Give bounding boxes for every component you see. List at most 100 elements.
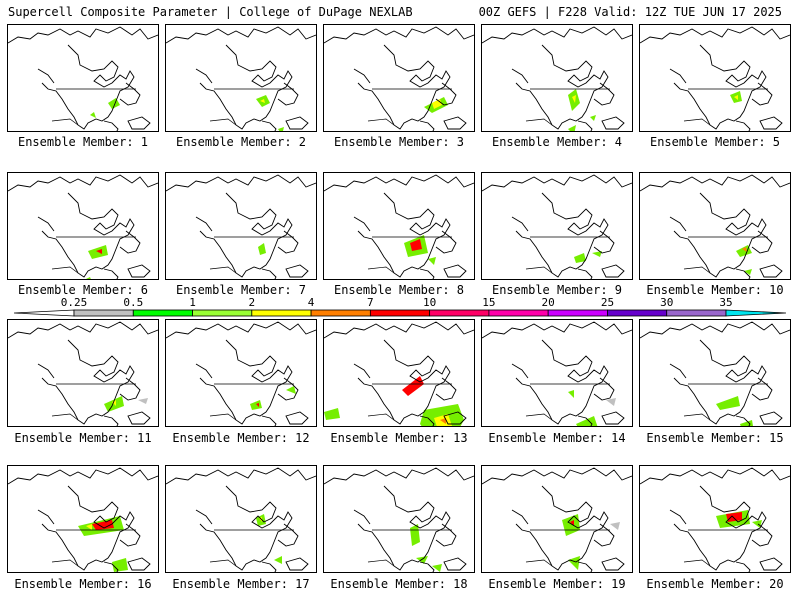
scp-contour-6-3: [108, 279, 118, 280]
scp-contour-4-2: [568, 125, 576, 131]
member-panel-6: [7, 172, 159, 280]
scp-contour-8-2: [428, 257, 436, 265]
scp-contour-6-2: [86, 277, 91, 279]
national-border: [209, 88, 294, 126]
map-title: Supercell Composite Parameter | College …: [8, 5, 413, 19]
coastline-outline: [482, 26, 632, 131]
national-border: [525, 383, 610, 421]
legend-tick-label: 15: [482, 296, 496, 309]
member-map-1: [8, 26, 158, 131]
national-border: [209, 383, 294, 421]
scp-contour-14-0: [568, 390, 574, 398]
scp-contour-11-1: [112, 400, 116, 406]
legend-swatch-11: [666, 309, 727, 317]
scp-contour-12-0: [250, 400, 262, 410]
member-map-17: [166, 467, 316, 572]
member-panel-10: [639, 172, 791, 280]
scp-contour-1-1: [90, 112, 96, 118]
legend-high-arrow: [725, 309, 787, 317]
member-caption-1: Ensemble Member: 1: [17, 135, 149, 149]
scp-contour-11-2: [138, 398, 148, 404]
scp-contour-12-2: [256, 403, 259, 407]
legend-low-arrow: [13, 309, 75, 317]
scp-contour-20-1: [726, 512, 742, 522]
scp-contour-16-1: [92, 520, 114, 530]
coastline-outline: [640, 321, 790, 426]
scp-contour-7-1: [262, 279, 278, 280]
member-caption-14: Ensemble Member: 14: [488, 431, 626, 445]
member-map-12: [166, 321, 316, 426]
national-border: [525, 236, 610, 274]
member-map-15: [640, 321, 790, 426]
member-map-9: [482, 174, 632, 279]
member-caption-5: Ensemble Member: 5: [649, 135, 781, 149]
member-panel-8: [323, 172, 475, 280]
member-map-13: [324, 321, 474, 426]
national-border: [683, 383, 768, 421]
national-border: [525, 88, 610, 126]
scp-contour-7-0: [258, 243, 266, 255]
scp-contour-10-0: [736, 245, 752, 257]
member-panel-14: [481, 319, 633, 427]
legend-tick-label: 7: [367, 296, 374, 309]
legend-swatch-8: [488, 309, 549, 317]
member-caption-8: Ensemble Member: 8: [333, 283, 465, 297]
scp-contour-15-0: [716, 396, 740, 410]
scp-contour-13-0: [402, 376, 424, 396]
member-panel-7: [165, 172, 317, 280]
national-border: [51, 383, 136, 421]
national-border: [683, 88, 768, 126]
scp-contour-5-1: [734, 95, 738, 100]
coastline-outline: [324, 174, 474, 279]
national-border: [209, 529, 294, 567]
scp-contour-20-2: [752, 520, 762, 528]
national-border: [51, 236, 136, 274]
member-map-4: [482, 26, 632, 131]
scp-contour-10-1: [742, 247, 747, 252]
member-caption-15: Ensemble Member: 15: [646, 431, 784, 445]
legend-swatch-10: [607, 309, 668, 317]
scp-contour-18-2: [432, 564, 442, 572]
legend-tick-label: 4: [307, 296, 315, 309]
national-border: [209, 236, 294, 274]
coastline-outline: [8, 174, 158, 279]
member-panel-4: [481, 24, 633, 132]
national-border: [367, 383, 452, 421]
member-panel-1: [7, 24, 159, 132]
member-map-10: [640, 174, 790, 279]
coastline-outline: [166, 174, 316, 279]
member-caption-9: Ensemble Member: 9: [491, 283, 623, 297]
coastline-outline: [640, 174, 790, 279]
coastline-outline: [482, 321, 632, 426]
member-caption-7: Ensemble Member: 7: [175, 283, 307, 297]
coastline-outline: [324, 321, 474, 426]
scp-contour-12-1: [286, 386, 296, 394]
national-border: [367, 236, 452, 274]
member-panel-9: [481, 172, 633, 280]
coastline-outline: [8, 321, 158, 426]
legend-tick-label: 25: [600, 296, 615, 309]
scp-contour-4-3: [590, 115, 596, 121]
member-map-16: [8, 467, 158, 572]
member-panel-12: [165, 319, 317, 427]
member-caption-18: Ensemble Member: 18: [330, 577, 468, 591]
coastline-outline: [482, 467, 632, 572]
member-map-6: [8, 174, 158, 280]
coastline-outline: [166, 321, 316, 426]
national-border: [367, 88, 452, 126]
legend-tick-label: 10: [423, 296, 437, 309]
legend-swatch-7: [429, 309, 490, 317]
member-caption-17: Ensemble Member: 17: [172, 577, 310, 591]
scp-contour-19-3: [610, 522, 620, 530]
scp-contour-18-1: [416, 556, 428, 564]
member-map-20: [640, 467, 790, 572]
coastline-outline: [8, 26, 158, 131]
coastline-outline: [8, 467, 158, 572]
member-panel-19: [481, 465, 633, 573]
legend-swatch-9: [547, 309, 608, 317]
member-map-7: [166, 174, 316, 280]
member-caption-19: Ensemble Member: 19: [488, 577, 626, 591]
member-caption-6: Ensemble Member: 6: [17, 283, 149, 297]
member-map-5: [640, 26, 790, 131]
scp-contour-16-2: [86, 524, 92, 530]
